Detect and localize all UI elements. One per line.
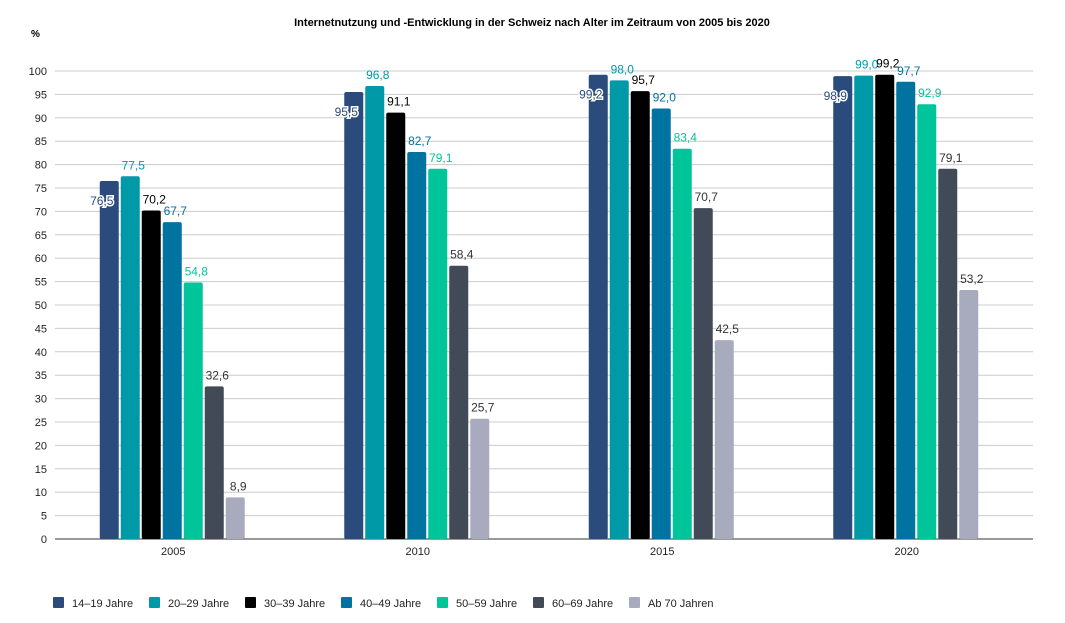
data-label: 54,8 [185,265,209,279]
y-tick-label: 80 [35,160,47,172]
bar [938,168,958,539]
x-tick-label: 2015 [650,546,674,558]
legend-label: Ab 70 Jahren [648,598,713,610]
data-label: 53,2 [960,272,984,286]
y-tick-label: 85 [35,136,47,148]
legend-swatch [533,597,544,608]
data-label: 77,5 [122,158,146,172]
bar [917,104,937,539]
chart-title: Internetnutzung und -Entwicklung in der … [294,17,770,29]
bar [833,76,853,539]
bar [141,210,161,540]
bar [183,282,203,539]
data-label: 99,2 [579,88,603,102]
bar [449,265,469,539]
bar [99,180,119,540]
data-label: 91,1 [387,95,411,109]
bar [672,148,692,540]
data-label: 83,4 [674,131,698,145]
bar [407,151,427,540]
bar [344,92,364,539]
bar [470,418,490,539]
bar [693,208,713,539]
bar [120,176,140,540]
data-label: 8,9 [230,479,247,493]
bar [428,168,448,539]
legend-label: 60–69 Jahre [552,598,613,610]
data-label: 67,7 [164,204,188,218]
legend-label: 30–39 Jahre [264,598,325,610]
data-label: 32,6 [206,368,230,382]
y-tick-label: 5 [41,511,47,523]
data-label: 82,7 [408,134,432,148]
y-tick-label: 50 [35,300,47,312]
y-tick-label: 65 [35,230,47,242]
legend-swatch [437,597,448,608]
data-label: 70,7 [695,190,719,204]
data-label: 58,4 [450,248,474,262]
data-label: 92,9 [918,86,942,100]
data-label: 99,0 [855,58,879,72]
x-tick-label: 2020 [895,546,919,558]
y-tick-label: 10 [35,487,47,499]
bar [365,85,385,539]
data-label: 99,2 [876,57,900,71]
data-label: 98,9 [824,89,848,103]
y-tick-label: 45 [35,323,47,335]
y-tick-label: 25 [35,417,47,429]
y-tick-label: 15 [35,464,47,476]
data-label: 95,7 [632,73,656,87]
data-label: 76,5 [90,194,114,208]
bar [386,112,406,539]
y-tick-label: 95 [35,89,47,101]
y-tick-label: 60 [35,253,47,265]
y-tick-label: 35 [35,370,47,382]
y-tick-label: 90 [35,113,47,125]
data-label: 25,7 [471,401,495,415]
data-label: 79,1 [429,151,453,165]
data-label: 79,1 [939,151,963,165]
legend-swatch [629,597,640,608]
data-label: 97,7 [897,64,921,78]
bar [651,108,671,539]
y-tick-label: 20 [35,440,47,452]
data-label: 70,2 [143,192,167,206]
legend-label: 20–29 Jahre [168,598,229,610]
data-label: 92,0 [653,90,677,104]
bar [225,497,245,539]
legend-swatch [341,597,352,608]
bar [162,222,182,539]
y-tick-label: 30 [35,394,47,406]
bar [630,91,650,540]
bar [609,80,629,540]
y-axis-label: % [31,29,40,40]
data-label: 95,5 [335,105,359,119]
y-tick-label: 55 [35,277,47,289]
bar [875,74,895,539]
y-tick-label: 0 [41,534,47,546]
bar [896,81,916,539]
legend-swatch [245,597,256,608]
bar [204,386,224,539]
data-label: 96,8 [366,68,390,82]
legend-swatch [149,597,160,608]
x-tick-label: 2005 [161,546,185,558]
legend-label: 40–49 Jahre [360,598,421,610]
legend-label: 50–59 Jahre [456,598,517,610]
bar [588,74,608,539]
x-tick-label: 2010 [406,546,430,558]
bar [959,290,979,539]
y-tick-label: 75 [35,183,47,195]
y-tick-label: 70 [35,206,47,218]
y-tick-label: 40 [35,347,47,359]
bar [714,340,734,539]
legend-swatch [53,597,64,608]
legend-label: 14–19 Jahre [72,598,133,610]
data-label: 98,0 [611,62,635,76]
bar [854,75,874,540]
y-tick-label: 100 [29,66,47,78]
data-label: 42,5 [716,322,740,336]
